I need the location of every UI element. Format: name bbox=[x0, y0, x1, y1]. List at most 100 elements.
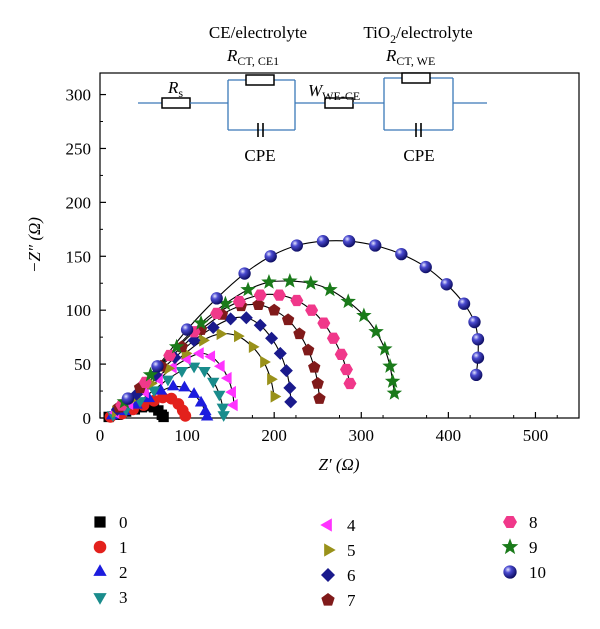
rct-we-label: RCT, WE bbox=[385, 46, 435, 68]
data-point-series-9 bbox=[303, 275, 319, 290]
legend-label-10: 10 bbox=[529, 563, 546, 582]
data-point-series-4 bbox=[193, 347, 204, 360]
x-tick-label: 0 bbox=[96, 426, 105, 445]
ce-electrolyte-label: CE/electrolyte bbox=[209, 23, 307, 42]
tio2-label-rest: /electrolyte bbox=[396, 23, 472, 42]
y-tick-label: 100 bbox=[66, 301, 92, 320]
tio2-electrolyte-label: TiO2/electrolyte bbox=[363, 23, 472, 46]
data-point-series-10 bbox=[342, 235, 356, 248]
legend-label-1: 1 bbox=[119, 538, 128, 557]
data-point-series-5 bbox=[267, 372, 278, 386]
data-point-series-2 bbox=[200, 409, 214, 421]
data-point-series-10 bbox=[369, 239, 382, 252]
legend: 0 1 2 3 4 5 6 7 8 9 10 bbox=[93, 513, 546, 610]
data-point-series-1 bbox=[179, 409, 192, 422]
y-tick-label: 0 bbox=[83, 409, 92, 428]
y-axis-label: −Z″ (Ω) bbox=[25, 217, 44, 273]
rs-label-main: R bbox=[167, 78, 179, 97]
legend-label-3: 3 bbox=[119, 588, 128, 607]
data-point-series-6 bbox=[206, 320, 220, 334]
data-point-series-9 bbox=[386, 385, 403, 400]
x-tick-label: 200 bbox=[261, 426, 287, 445]
data-point-series-4 bbox=[204, 350, 216, 363]
data-point-series-5 bbox=[248, 340, 260, 354]
legend-item-8: 8 bbox=[503, 513, 538, 532]
rs-label: Rs bbox=[167, 78, 183, 100]
data-markers bbox=[103, 235, 485, 423]
data-point-series-9 bbox=[261, 274, 277, 289]
x-axis-label: Z′ (Ω) bbox=[318, 455, 359, 474]
data-point-series-8 bbox=[317, 317, 331, 329]
rs-label-sub: s bbox=[178, 86, 183, 100]
data-point-series-8 bbox=[305, 304, 319, 316]
data-point-series-3 bbox=[147, 386, 161, 398]
data-point-series-7 bbox=[311, 377, 324, 389]
data-point-series-4 bbox=[226, 398, 238, 412]
data-point-series-0 bbox=[158, 411, 169, 423]
tio2-label-sub: 2 bbox=[390, 32, 396, 46]
rct-ce-label-main: R bbox=[226, 46, 238, 65]
legend-item-1: 1 bbox=[93, 538, 128, 557]
data-point-series-10 bbox=[471, 351, 485, 364]
x-tick-label: 300 bbox=[349, 426, 375, 445]
legend-label-9: 9 bbox=[529, 538, 538, 557]
data-point-series-9 bbox=[193, 314, 209, 330]
data-point-series-9 bbox=[142, 366, 159, 382]
data-point-series-8 bbox=[253, 289, 267, 301]
data-point-series-5 bbox=[216, 327, 228, 341]
legend-item-4: 4 bbox=[320, 516, 356, 535]
axes: 0 100 200 300 400 500 0 50 100 150 200 250 300 bbox=[66, 86, 558, 445]
data-point-series-9 bbox=[217, 295, 234, 311]
legend-marker-10 bbox=[503, 565, 517, 579]
legend-item-10: 10 bbox=[503, 563, 546, 582]
data-point-series-10 bbox=[264, 250, 277, 263]
data-point-series-9 bbox=[322, 281, 338, 297]
data-point-series-6 bbox=[265, 331, 279, 345]
data-point-series-3 bbox=[207, 377, 220, 389]
data-point-series-6 bbox=[283, 381, 297, 395]
data-point-series-3 bbox=[213, 390, 226, 402]
cpe1-label: CPE bbox=[244, 146, 275, 165]
legend-label-8: 8 bbox=[529, 513, 538, 532]
data-point-series-4 bbox=[220, 371, 232, 385]
legend-item-2: 2 bbox=[93, 563, 128, 582]
legend-label-5: 5 bbox=[347, 541, 356, 560]
data-point-series-3 bbox=[175, 366, 189, 378]
y-tick-label: 200 bbox=[66, 193, 92, 212]
data-point-series-10 bbox=[468, 315, 481, 329]
data-point-series-8 bbox=[272, 289, 286, 301]
legend-label-2: 2 bbox=[119, 563, 128, 582]
data-point-series-10 bbox=[471, 333, 485, 346]
data-point-series-9 bbox=[356, 307, 372, 323]
legend-marker-8 bbox=[503, 515, 517, 529]
data-point-series-3 bbox=[198, 366, 211, 378]
data-point-series-8 bbox=[290, 294, 304, 307]
data-point-series-3 bbox=[187, 362, 201, 374]
data-point-series-10 bbox=[180, 323, 194, 336]
data-point-series-7 bbox=[313, 392, 326, 404]
data-point-series-6 bbox=[239, 311, 253, 325]
data-point-series-2 bbox=[178, 380, 191, 392]
rct-ce-label: RCT, CE1 bbox=[226, 46, 279, 68]
data-point-series-3 bbox=[217, 411, 230, 422]
data-point-series-6 bbox=[273, 346, 287, 360]
data-point-series-9 bbox=[340, 293, 356, 309]
x-tick-label: 100 bbox=[174, 426, 200, 445]
legend-marker-9 bbox=[501, 538, 519, 555]
legend-item-9: 9 bbox=[501, 538, 538, 557]
data-point-series-2 bbox=[154, 383, 168, 395]
data-point-series-5 bbox=[164, 362, 176, 375]
data-point-series-10 bbox=[470, 368, 483, 382]
data-point-series-4 bbox=[213, 360, 225, 373]
legend-label-6: 6 bbox=[347, 566, 356, 585]
data-point-series-3 bbox=[161, 375, 175, 387]
y-tick-label: 250 bbox=[66, 139, 92, 158]
data-point-series-9 bbox=[282, 272, 298, 288]
rct-we-label-main: R bbox=[385, 46, 397, 65]
legend-marker-6 bbox=[321, 568, 335, 582]
legend-item-5: 5 bbox=[324, 541, 356, 560]
data-point-series-2 bbox=[187, 387, 201, 398]
y-tick-label: 150 bbox=[66, 247, 92, 266]
data-point-series-8 bbox=[334, 348, 348, 361]
